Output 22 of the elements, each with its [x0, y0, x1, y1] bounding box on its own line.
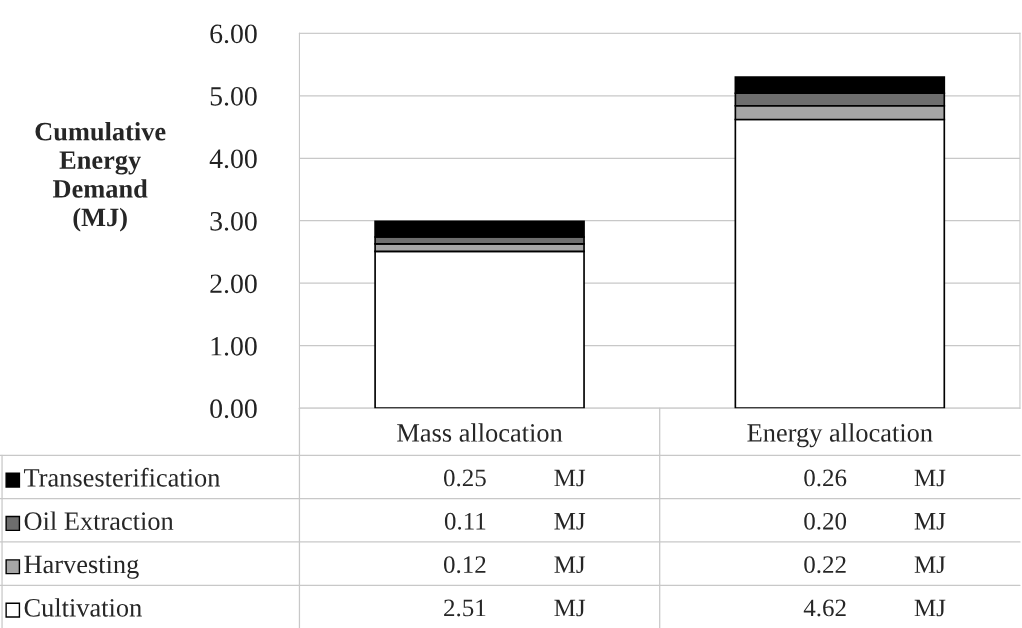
y-tick-label: 1.00 — [211, 336, 257, 356]
text: 0.12 MJ — [443, 556, 586, 574]
text: 0.22 MJ — [804, 556, 946, 574]
text: 4.62 MJ — [803, 599, 946, 617]
x-tick-label: Energy allocation — [747, 423, 933, 448]
legend-label: Oil Extraction — [24, 511, 174, 531]
legend-label: Transesterification — [23, 467, 221, 487]
text: 2.51 MJ — [444, 599, 586, 617]
legend-label: Cultivation — [24, 598, 142, 617]
text: 0.11 MJ — [444, 512, 586, 530]
text: 0.20 MJ — [804, 512, 946, 530]
y-tick-label: 2.00 — [210, 274, 257, 294]
y-tick-label: 6.00 — [210, 24, 257, 44]
y-axis-title: Cumulative Energy Demand (MJ) — [35, 121, 166, 232]
y-tick-label: 4.00 — [209, 149, 257, 169]
y-tick-label: 0.00 — [210, 399, 257, 419]
text: 0.25 MJ — [443, 469, 586, 487]
y-tick-label: 5.00 — [210, 86, 257, 106]
text: 0.26 MJ — [804, 469, 946, 487]
y-tick-label: 3.00 — [210, 211, 257, 231]
x-tick-label: Mass allocation — [397, 423, 563, 442]
legend-label: Harvesting — [24, 555, 139, 579]
